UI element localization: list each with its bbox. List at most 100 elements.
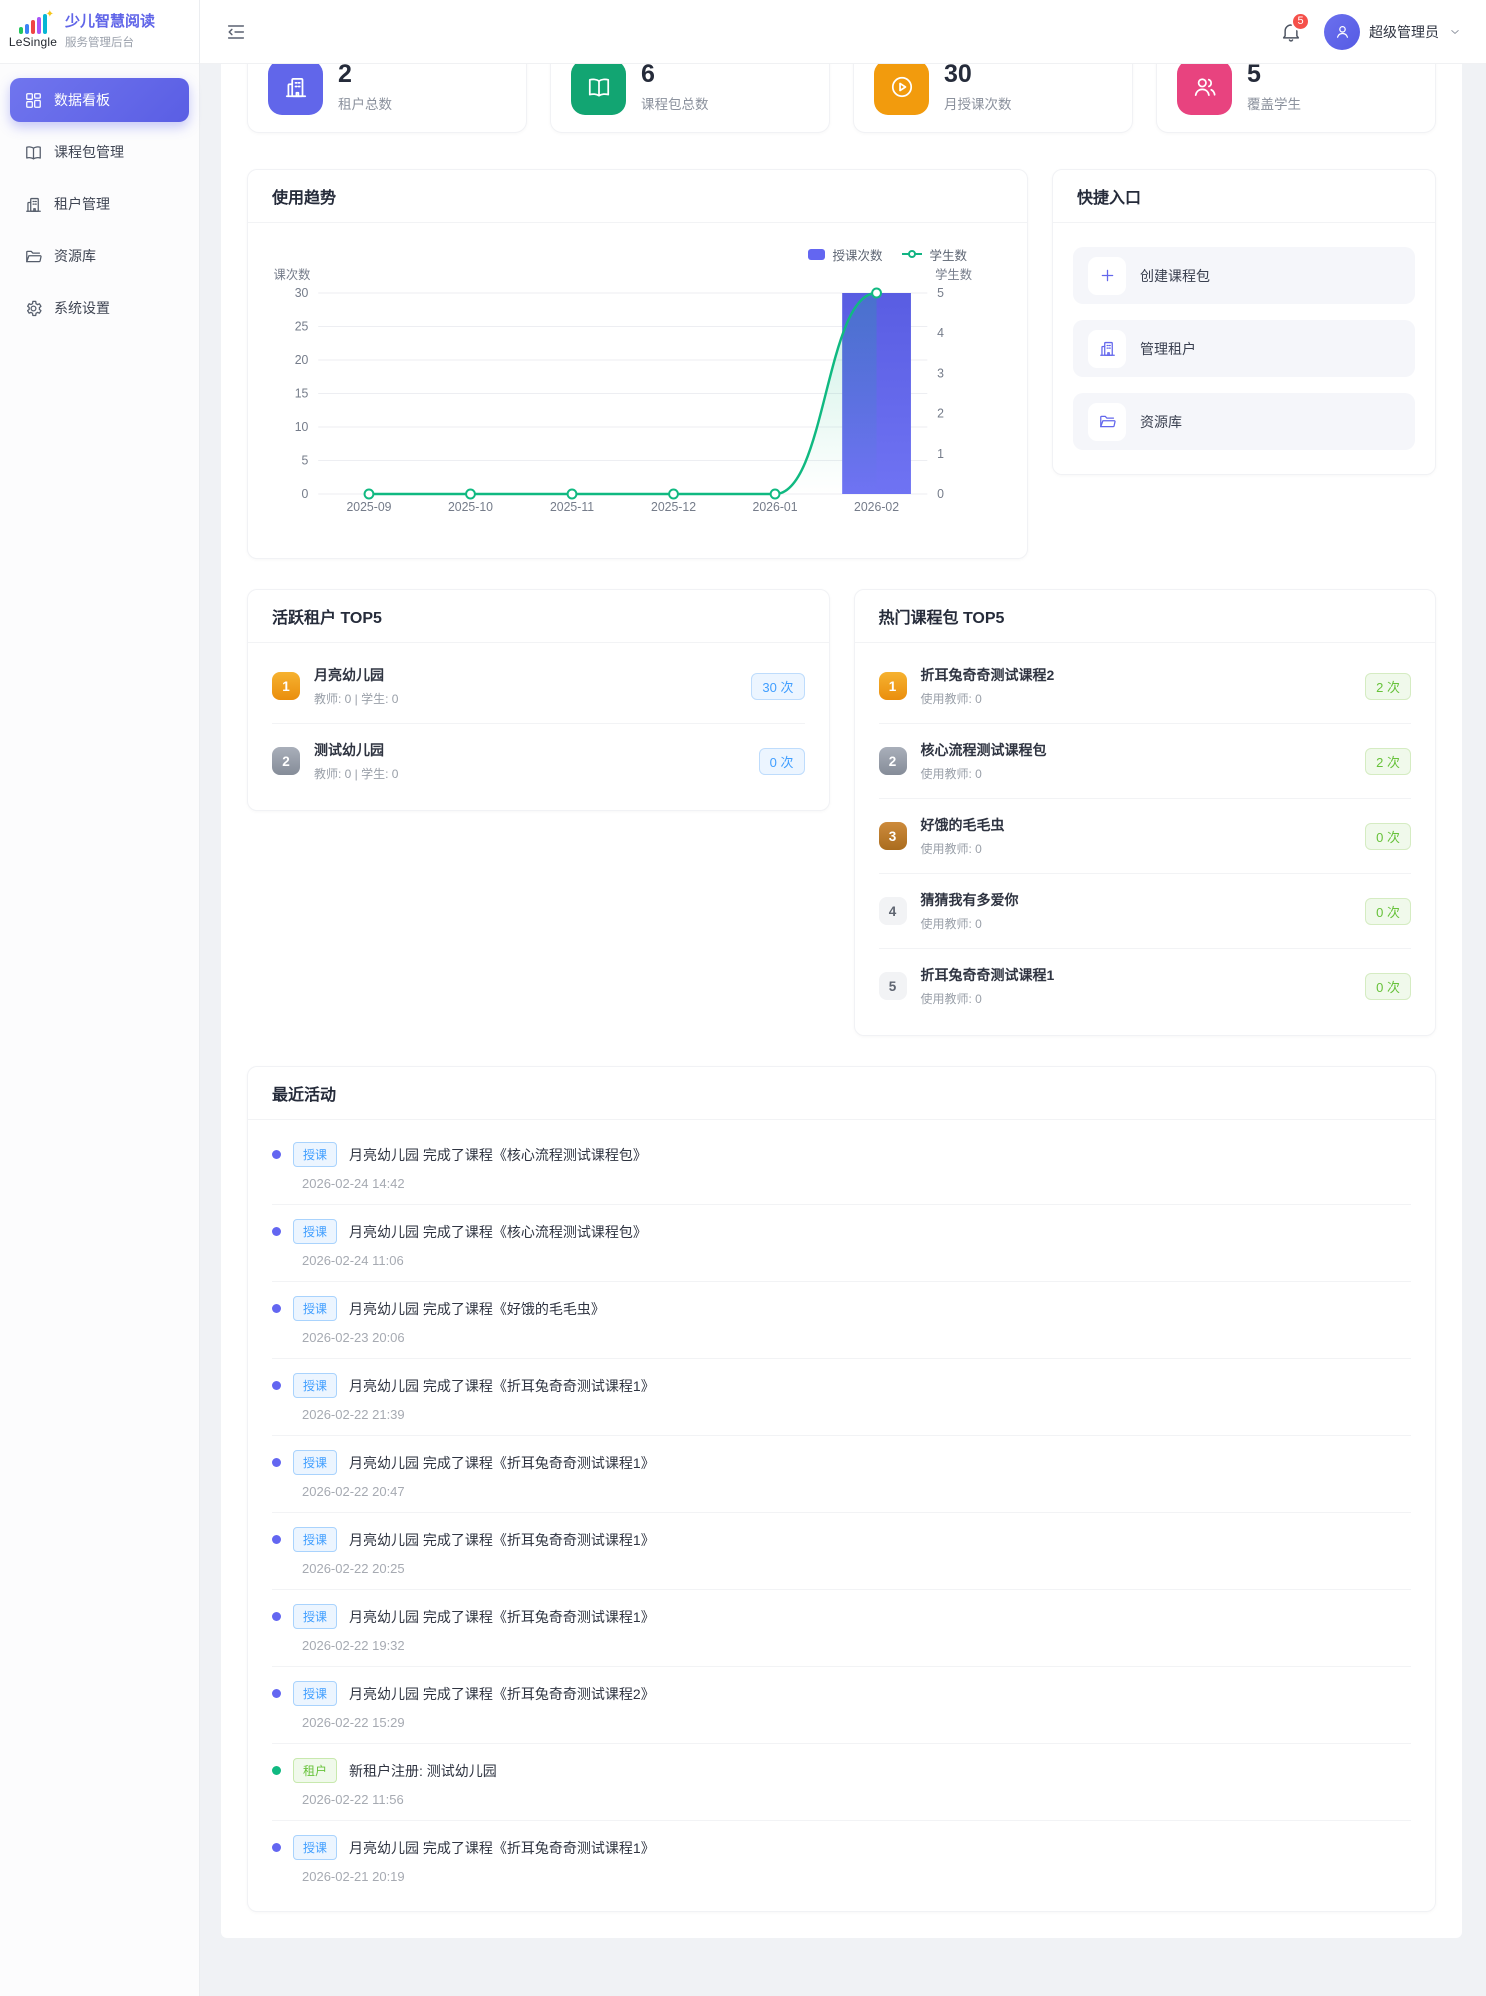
svg-text:0: 0 <box>937 487 944 501</box>
activity-dot <box>272 1458 281 1467</box>
notification-badge: 5 <box>1291 11 1310 31</box>
legend-item-line[interactable]: 学生数 <box>902 245 967 264</box>
activity-text: 月亮幼儿园 完成了课程《折耳兔奇奇测试课程1》 <box>349 1839 655 1856</box>
chart-legend: 授课次数 学生数 <box>274 243 1001 265</box>
sidebar-menu-item[interactable]: 租户管理 <box>10 182 189 226</box>
legend-item-bar[interactable]: 授课次数 <box>808 245 882 264</box>
activity-dot <box>272 1612 281 1621</box>
activity-dot <box>272 1689 281 1698</box>
activity-text: 月亮幼儿园 完成了课程《折耳兔奇奇测试课程2》 <box>349 1685 655 1702</box>
quick-icon-tile <box>1088 402 1126 441</box>
package-sub: 使用教师: 0 <box>920 917 982 931</box>
svg-text:1: 1 <box>937 447 944 461</box>
activity-tag: 授课 <box>293 1681 338 1706</box>
recent-activities-card: 最近活动 授课 月亮幼儿园 完成了课程《核心流程测试课程包》 2026-02-2… <box>247 1066 1436 1912</box>
line-legend-marker <box>902 250 923 258</box>
line-legend-label: 学生数 <box>929 248 967 263</box>
stat-icon <box>889 74 915 100</box>
spark-icon: ✦ <box>45 9 54 20</box>
sidebar-menu-item[interactable]: 资源库 <box>10 234 189 278</box>
rank-badge: 5 <box>878 972 907 1000</box>
sidebar-menu-item[interactable]: 系统设置 <box>10 286 189 330</box>
quick-icon <box>1098 412 1117 431</box>
svg-text:15: 15 <box>295 386 309 400</box>
quick-icon <box>1098 266 1117 285</box>
tenant-rank-row: 1 月亮幼儿园 教师: 0 | 学生: 0 30 次 <box>272 649 805 724</box>
svg-text:2: 2 <box>937 407 944 421</box>
quick-icon <box>1098 339 1117 358</box>
activity-text: 新租户注册: 测试幼儿园 <box>349 1762 497 1779</box>
tenant-count-pill: 30 次 <box>751 672 805 700</box>
rank-badge: 4 <box>878 897 907 925</box>
svg-text:0: 0 <box>302 487 309 501</box>
tenant-count-pill: 0 次 <box>758 747 805 775</box>
stat-icon-tile <box>571 59 626 115</box>
brand-title: 少儿智慧阅读 <box>65 13 156 31</box>
svg-text:3: 3 <box>937 366 944 380</box>
sidebar-menu-item[interactable]: 数据看板 <box>10 78 189 122</box>
stat-icon-tile <box>874 59 929 115</box>
activity-row: 授课 月亮幼儿园 完成了课程《核心流程测试课程包》 2026-02-24 11:… <box>272 1205 1411 1282</box>
activity-time: 2026-02-22 19:32 <box>302 1638 405 1653</box>
usage-trend-title: 使用趋势 <box>272 190 337 207</box>
menu-item-icon <box>24 247 43 266</box>
user-menu[interactable]: 超级管理员 <box>1324 13 1462 50</box>
package-rank-row: 2 核心流程测试课程包 使用教师: 0 2 次 <box>878 724 1411 799</box>
svg-text:2025-12: 2025-12 <box>651 500 696 514</box>
activity-row: 授课 月亮幼儿园 完成了课程《折耳兔奇奇测试课程1》 2026-02-22 20… <box>272 1436 1411 1513</box>
tenant-name: 月亮幼儿园 <box>314 667 384 683</box>
activity-dot <box>272 1227 281 1236</box>
svg-text:20: 20 <box>295 353 309 367</box>
package-sub: 使用教师: 0 <box>920 767 982 781</box>
activity-row: 授课 月亮幼儿园 完成了课程《折耳兔奇奇测试课程2》 2026-02-22 15… <box>272 1667 1411 1744</box>
svg-text:2025-11: 2025-11 <box>550 500 594 514</box>
quick-entry-item[interactable]: 管理租户 <box>1073 320 1415 377</box>
package-count-pill: 0 次 <box>1365 897 1411 925</box>
sidebar-collapse-icon[interactable] <box>225 21 247 43</box>
menu-item-icon <box>24 195 43 214</box>
activity-row: 授课 月亮幼儿园 完成了课程《折耳兔奇奇测试课程1》 2026-02-22 19… <box>272 1590 1411 1667</box>
tenant-rank-row: 2 测试幼儿园 教师: 0 | 学生: 0 0 次 <box>272 724 805 798</box>
menu-item-label: 课程包管理 <box>54 144 124 160</box>
activity-time: 2026-02-22 20:25 <box>302 1561 405 1576</box>
recent-activities-title: 最近活动 <box>272 1087 337 1104</box>
quick-label: 资源库 <box>1140 413 1182 430</box>
svg-text:5: 5 <box>302 453 309 467</box>
dashboard-panel: 2 租户总数 6 课程包总数 30 <box>221 22 1462 1938</box>
activity-text: 月亮幼儿园 完成了课程《核心流程测试课程包》 <box>349 1223 647 1240</box>
activity-row: 租户 新租户注册: 测试幼儿园 2026-02-22 11:56 <box>272 1744 1411 1821</box>
quick-entry-item[interactable]: 创建课程包 <box>1073 247 1415 304</box>
activity-text: 月亮幼儿园 完成了课程《折耳兔奇奇测试课程1》 <box>349 1377 655 1394</box>
stat-icon <box>586 74 612 100</box>
activity-text: 月亮幼儿园 完成了课程《核心流程测试课程包》 <box>349 1146 647 1163</box>
package-count-pill: 0 次 <box>1365 822 1411 850</box>
activity-text: 月亮幼儿园 完成了课程《折耳兔奇奇测试课程1》 <box>349 1608 655 1625</box>
stat-icon-tile <box>1177 59 1232 115</box>
menu-item-label: 资源库 <box>54 248 96 264</box>
quick-label: 创建课程包 <box>1140 267 1210 284</box>
brand-logo: ✦ LeSingle 少儿智慧阅读 服务管理后台 <box>0 0 199 64</box>
activity-text: 月亮幼儿园 完成了课程《好饿的毛毛虫》 <box>349 1300 605 1317</box>
hot-packages-card: 热门课程包 TOP5 1 折耳兔奇奇测试课程2 使用教师: 0 2 次 2 <box>853 589 1436 1036</box>
activity-row: 授课 月亮幼儿园 完成了课程《好饿的毛毛虫》 2026-02-23 20:06 <box>272 1282 1411 1359</box>
stat-icon <box>1192 74 1218 100</box>
notification-bell[interactable]: 5 <box>1280 11 1310 43</box>
stat-value: 5 <box>1247 59 1261 88</box>
svg-text:学生数: 学生数 <box>935 267 972 282</box>
svg-text:2026-01: 2026-01 <box>753 500 798 514</box>
logo-wordmark: LeSingle <box>8 35 58 49</box>
stat-value: 30 <box>944 59 972 88</box>
quick-entry-card: 快捷入口 创建课程包 管理租户 <box>1052 169 1436 475</box>
svg-text:4: 4 <box>937 326 944 340</box>
rank-badge: 1 <box>878 672 907 700</box>
stat-label: 课程包总数 <box>641 97 709 113</box>
sidebar-menu-item[interactable]: 课程包管理 <box>10 130 189 174</box>
package-count-pill: 0 次 <box>1365 972 1411 1000</box>
package-count-pill: 2 次 <box>1365 747 1411 775</box>
package-name: 好饿的毛毛虫 <box>920 817 1005 833</box>
quick-entry-item[interactable]: 资源库 <box>1073 393 1415 450</box>
svg-text:2026-02: 2026-02 <box>854 500 899 514</box>
package-count-pill: 2 次 <box>1365 672 1411 700</box>
activity-time: 2026-02-22 20:47 <box>302 1484 405 1499</box>
bar-legend-marker <box>808 248 826 260</box>
